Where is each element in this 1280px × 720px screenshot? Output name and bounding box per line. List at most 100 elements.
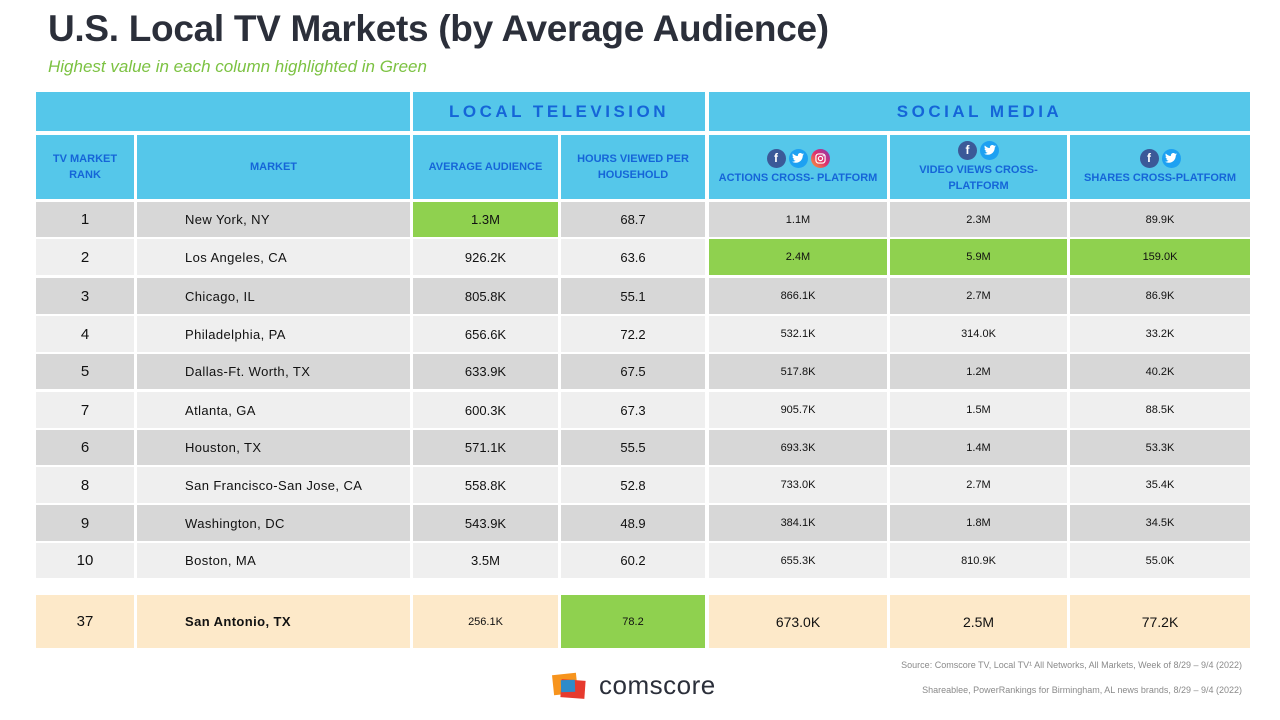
cell-hours: 68.7	[561, 202, 705, 237]
cell-actions: 733.0K	[709, 467, 887, 503]
cell-shares: 40.2K	[1070, 354, 1250, 389]
col-header-avg-audience: AVERAGE AUDIENCE	[413, 135, 558, 199]
cell-actions: 517.8K	[709, 354, 887, 389]
cell-hours: 63.6	[561, 239, 705, 275]
cell-rank: 3	[36, 278, 134, 314]
highlight-shares: 77.2K	[1070, 595, 1250, 648]
cell-rank: 6	[36, 430, 134, 465]
col-header-market-label: MARKET	[249, 161, 298, 173]
cell-actions: 655.3K	[709, 543, 887, 578]
cell-market: Houston, TX	[137, 430, 410, 465]
cell-market: Chicago, IL	[137, 278, 410, 314]
col-header-video-views: f VIDEO VIEWS CROSS-PLATFORM	[890, 135, 1067, 199]
cell-rank: 10	[36, 543, 134, 578]
facebook-icon: f	[1139, 148, 1159, 168]
cell-video-views: 1.8M	[890, 505, 1067, 541]
cell-shares: 35.4K	[1070, 467, 1250, 503]
highlight-rank: 37	[36, 595, 134, 648]
comscore-logo-mark	[552, 672, 586, 699]
cell-avg-audience: 3.5M	[413, 543, 558, 578]
col-header-shares: f SHARES CROSS-PLATFORM	[1070, 135, 1250, 199]
facebook-icon: f	[766, 148, 786, 168]
cell-market: New York, NY	[137, 202, 410, 237]
group-social-media: SOCIAL MEDIA	[709, 92, 1250, 131]
cell-shares: 55.0K	[1070, 543, 1250, 578]
comscore-logo: comscore	[551, 670, 716, 701]
cell-market: Boston, MA	[137, 543, 410, 578]
cell-market: Atlanta, GA	[137, 392, 410, 428]
cell-rank: 9	[36, 505, 134, 541]
cell-hours: 72.2	[561, 316, 705, 352]
cell-shares: 33.2K	[1070, 316, 1250, 352]
cell-actions: 384.1K	[709, 505, 887, 541]
highlight-video-views: 2.5M	[890, 595, 1067, 648]
highlight-actions: 673.0K	[709, 595, 887, 648]
cell-shares: 86.9K	[1070, 278, 1250, 314]
cell-market: Dallas-Ft. Worth, TX	[137, 354, 410, 389]
cell-video-views: 1.4M	[890, 430, 1067, 465]
cell-video-views: 2.7M	[890, 467, 1067, 503]
cell-market: Los Angeles, CA	[137, 239, 410, 275]
page-subtitle: Highest value in each column highlighted…	[48, 57, 427, 76]
col-header-actions-label: ACTIONS CROSS- PLATFORM	[718, 171, 878, 184]
cell-shares: 159.0K	[1070, 239, 1250, 275]
instagram-icon	[810, 148, 830, 168]
cell-actions: 2.4M	[709, 239, 887, 275]
cell-rank: 4	[36, 316, 134, 352]
cell-avg-audience: 600.3K	[413, 392, 558, 428]
cell-hours: 48.9	[561, 505, 705, 541]
facebook-icon: f	[958, 140, 977, 160]
col-header-video-views-label: VIDEO VIEWS CROSS-PLATFORM	[919, 163, 1038, 192]
cell-avg-audience: 633.9K	[413, 354, 558, 389]
twitter-icon	[1161, 148, 1181, 168]
cell-hours: 55.1	[561, 278, 705, 314]
highlight-hours: 78.2	[561, 595, 705, 648]
cell-avg-audience: 926.2K	[413, 239, 558, 275]
col-header-market: MARKET	[137, 135, 410, 199]
cell-avg-audience: 656.6K	[413, 316, 558, 352]
cell-hours: 60.2	[561, 543, 705, 578]
source-note-2: Shareablee, PowerRankings for Birmingham…	[922, 685, 1242, 695]
col-header-hours: HOURS VIEWED PER HOUSEHOLD	[561, 135, 705, 199]
cell-video-views: 2.7M	[890, 278, 1067, 314]
col-header-avg-label: AVERAGE AUDIENCE	[428, 161, 543, 173]
cell-actions: 1.1M	[709, 202, 887, 237]
cell-rank: 7	[36, 392, 134, 428]
col-header-actions: f ACTIONS CROSS- PLATFORM	[709, 135, 887, 199]
cell-market: San Francisco-San Jose, CA	[137, 467, 410, 503]
page-title: U.S. Local TV Markets (by Average Audien…	[48, 8, 829, 49]
cell-actions: 866.1K	[709, 278, 887, 314]
twitter-icon	[980, 140, 999, 160]
twitter-icon	[788, 148, 808, 168]
source-note-1: Source: Comscore TV, Local TV¹ All Netwo…	[901, 660, 1242, 670]
cell-rank: 5	[36, 354, 134, 389]
cell-avg-audience: 571.1K	[413, 430, 558, 465]
cell-actions: 905.7K	[709, 392, 887, 428]
comscore-logo-text: comscore	[599, 670, 716, 700]
cell-hours: 67.3	[561, 392, 705, 428]
cell-market: Philadelphia, PA	[137, 316, 410, 352]
cell-market: Washington, DC	[137, 505, 410, 541]
cell-video-views: 2.3M	[890, 202, 1067, 237]
cell-rank: 8	[36, 467, 134, 503]
cell-shares: 88.5K	[1070, 392, 1250, 428]
cell-rank: 1	[36, 202, 134, 237]
cell-actions: 532.1K	[709, 316, 887, 352]
cell-video-views: 5.9M	[890, 239, 1067, 275]
cell-shares: 89.9K	[1070, 202, 1250, 237]
cell-hours: 52.8	[561, 467, 705, 503]
cell-hours: 67.5	[561, 354, 705, 389]
highlight-avg-audience: 256.1K	[413, 595, 558, 648]
cell-video-views: 810.9K	[890, 543, 1067, 578]
cell-avg-audience: 558.8K	[413, 467, 558, 503]
col-header-hours-label: HOURS VIEWED PER HOUSEHOLD	[577, 153, 689, 181]
cell-shares: 53.3K	[1070, 430, 1250, 465]
cell-hours: 55.5	[561, 430, 705, 465]
cell-avg-audience: 543.9K	[413, 505, 558, 541]
col-header-rank: TV MARKET RANK	[36, 135, 134, 199]
cell-video-views: 314.0K	[890, 316, 1067, 352]
col-header-shares-label: SHARES CROSS-PLATFORM	[1084, 171, 1236, 184]
group-local-television: LOCAL TELEVISION	[413, 92, 705, 131]
cell-shares: 34.5K	[1070, 505, 1250, 541]
cell-avg-audience: 805.8K	[413, 278, 558, 314]
